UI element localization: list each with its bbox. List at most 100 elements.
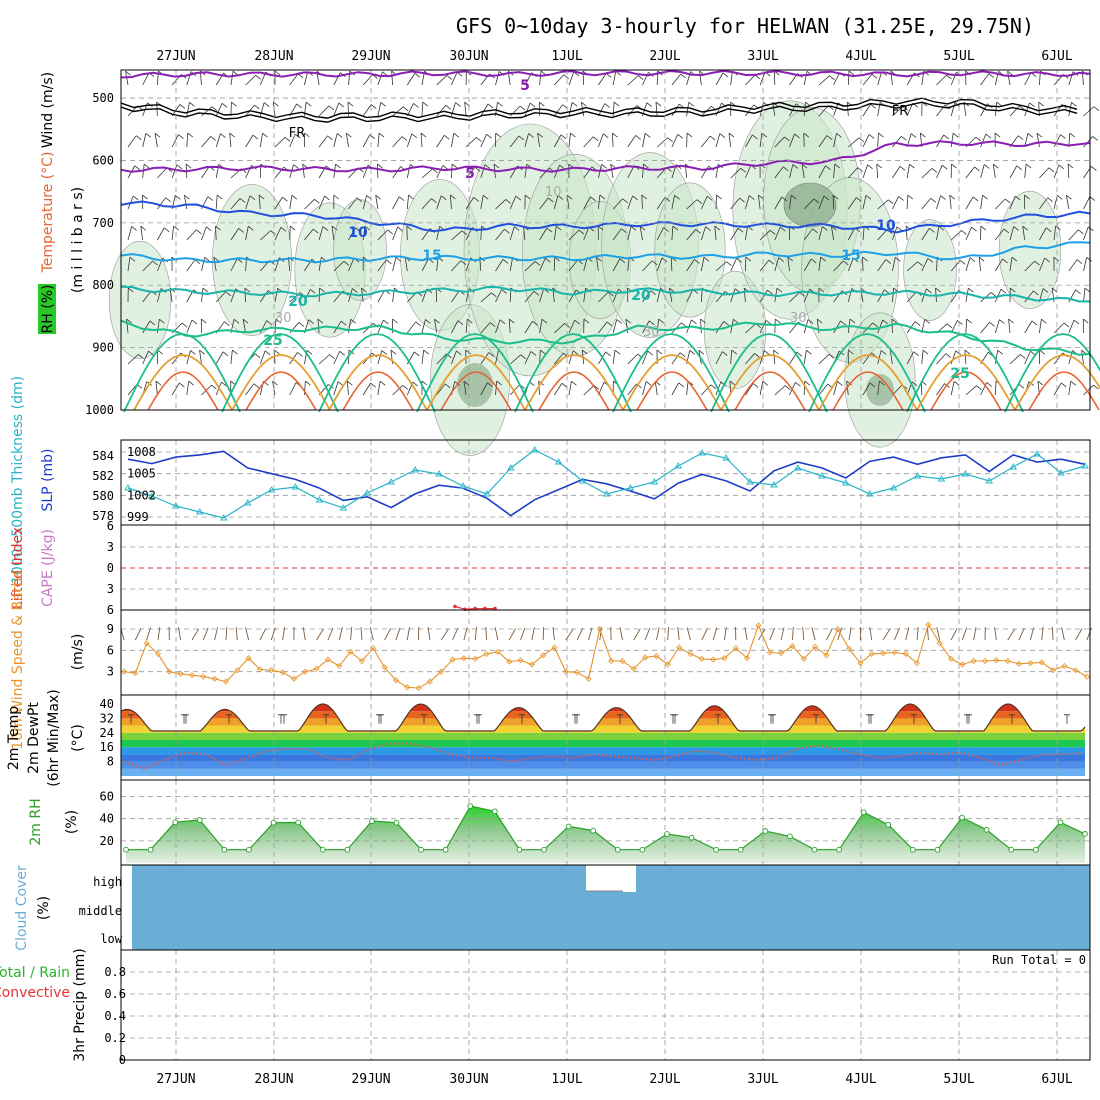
wind-barb — [598, 103, 606, 117]
wind-barb-flag — [672, 225, 679, 231]
rh2m-axis-label: 2m RH — [28, 798, 44, 845]
wind-barb — [700, 196, 708, 210]
wind-barb-flag — [202, 287, 209, 293]
wind-barb — [699, 71, 702, 86]
wind-barb-flag — [688, 101, 695, 107]
wind-barb — [583, 226, 590, 241]
wind-barb-flag — [414, 72, 421, 78]
wind-barb — [994, 627, 997, 641]
wind-barb-flag — [723, 321, 730, 326]
wind-barb-flag — [264, 350, 271, 356]
wind-barb — [847, 197, 857, 210]
wind-barb — [611, 132, 614, 148]
wind-barb — [656, 137, 668, 148]
wind-barb-flag — [306, 349, 313, 355]
wind-barb-flag — [655, 101, 662, 107]
wind-barb-flag — [752, 134, 758, 140]
temp-tick-label: 32 — [100, 711, 114, 725]
wind-barb — [157, 197, 166, 210]
wind-speed-point — [585, 675, 592, 682]
wind-barb — [728, 133, 732, 148]
wind-barb-flag — [1014, 195, 1021, 201]
wind-barb — [451, 290, 460, 303]
wind-barb — [539, 167, 550, 179]
wind-barb-flag — [1016, 165, 1023, 171]
wind-barb-flag — [457, 320, 464, 325]
wind-barb-flag — [533, 290, 540, 296]
wind-speed-point — [993, 657, 1000, 664]
wind-barb — [818, 195, 825, 210]
wind-barb — [921, 288, 927, 303]
wind-barb-flag — [726, 261, 732, 266]
wind-barb — [612, 71, 617, 86]
wind-barb — [1038, 101, 1040, 117]
contour-label: 10 — [876, 218, 896, 234]
wind-barb — [1009, 226, 1015, 241]
rh-point — [491, 808, 498, 815]
wind-barb — [576, 628, 584, 641]
wind-barb-flag — [978, 256, 985, 262]
wind-barb-flag — [520, 354, 527, 360]
wind-barb — [980, 73, 990, 86]
wind-barb — [451, 260, 462, 272]
wind-barb-flag — [913, 351, 919, 356]
wind-barb — [627, 135, 636, 148]
wind-barb — [201, 226, 207, 241]
wind-barb — [818, 257, 822, 272]
rh-point — [787, 833, 793, 840]
wind-barb-flag — [242, 318, 249, 324]
wind-barb-flag — [420, 132, 427, 138]
y-tick-label: 900 — [92, 341, 114, 355]
wind-barb — [583, 385, 595, 396]
wind-barb-flag — [758, 194, 764, 200]
cloud-axis-label: Cloud Cover — [14, 865, 30, 951]
wind-barb-flag — [749, 195, 755, 200]
wind-barb-flag — [1047, 197, 1053, 202]
wind-barb — [186, 259, 196, 272]
wind-barb — [671, 134, 679, 148]
temp-contour-35 — [538, 371, 610, 411]
wind-barb-flag — [1056, 195, 1063, 200]
wind-barb — [155, 381, 158, 396]
wind-speed-point — [381, 664, 388, 671]
wind-barb-flag — [1019, 354, 1026, 359]
wind-barb — [1029, 627, 1035, 641]
wind-barb-flag — [667, 137, 673, 142]
wind-speed-point — [234, 667, 241, 674]
wind-barb-flag — [496, 380, 502, 386]
wind-barb-flag — [677, 133, 684, 139]
wind-barb-flag — [896, 226, 903, 232]
wind-speed-point — [698, 655, 705, 662]
wind-barb — [745, 104, 755, 117]
wind-barb-flag — [392, 318, 398, 324]
wind-barb — [950, 102, 956, 117]
temp-contour-35 — [147, 371, 219, 411]
wind-barb — [553, 353, 564, 365]
date-label-top: 4JUL — [845, 49, 876, 64]
thickness-point — [602, 490, 611, 497]
wind-barb — [656, 257, 663, 272]
wind-barb — [848, 137, 860, 148]
wind-speed-point — [358, 657, 365, 665]
wind-barb — [552, 627, 555, 641]
wind-barb-flag — [778, 257, 784, 262]
wind-barb — [950, 320, 958, 334]
temp-contour-35 — [342, 371, 414, 411]
rh-point — [860, 809, 867, 816]
wind-barb — [1036, 133, 1040, 148]
wind-barb-flag — [474, 166, 481, 172]
wind-barb-flag — [949, 194, 955, 200]
thickness-point — [530, 446, 539, 453]
wind-barb — [700, 135, 711, 148]
wind-barb-flag — [298, 322, 305, 327]
thickness-point — [1033, 450, 1041, 457]
wind-barb-flag — [951, 163, 957, 169]
wind-barb-flag — [465, 349, 471, 355]
wind-barb — [877, 350, 882, 365]
wind-speed-point — [517, 657, 524, 664]
temp-band — [121, 697, 1085, 704]
wind-barb — [774, 166, 784, 179]
wind-barb-flag — [695, 229, 702, 234]
wind-barb-flag — [705, 226, 711, 231]
rh-contour-label: 30 — [275, 311, 292, 326]
